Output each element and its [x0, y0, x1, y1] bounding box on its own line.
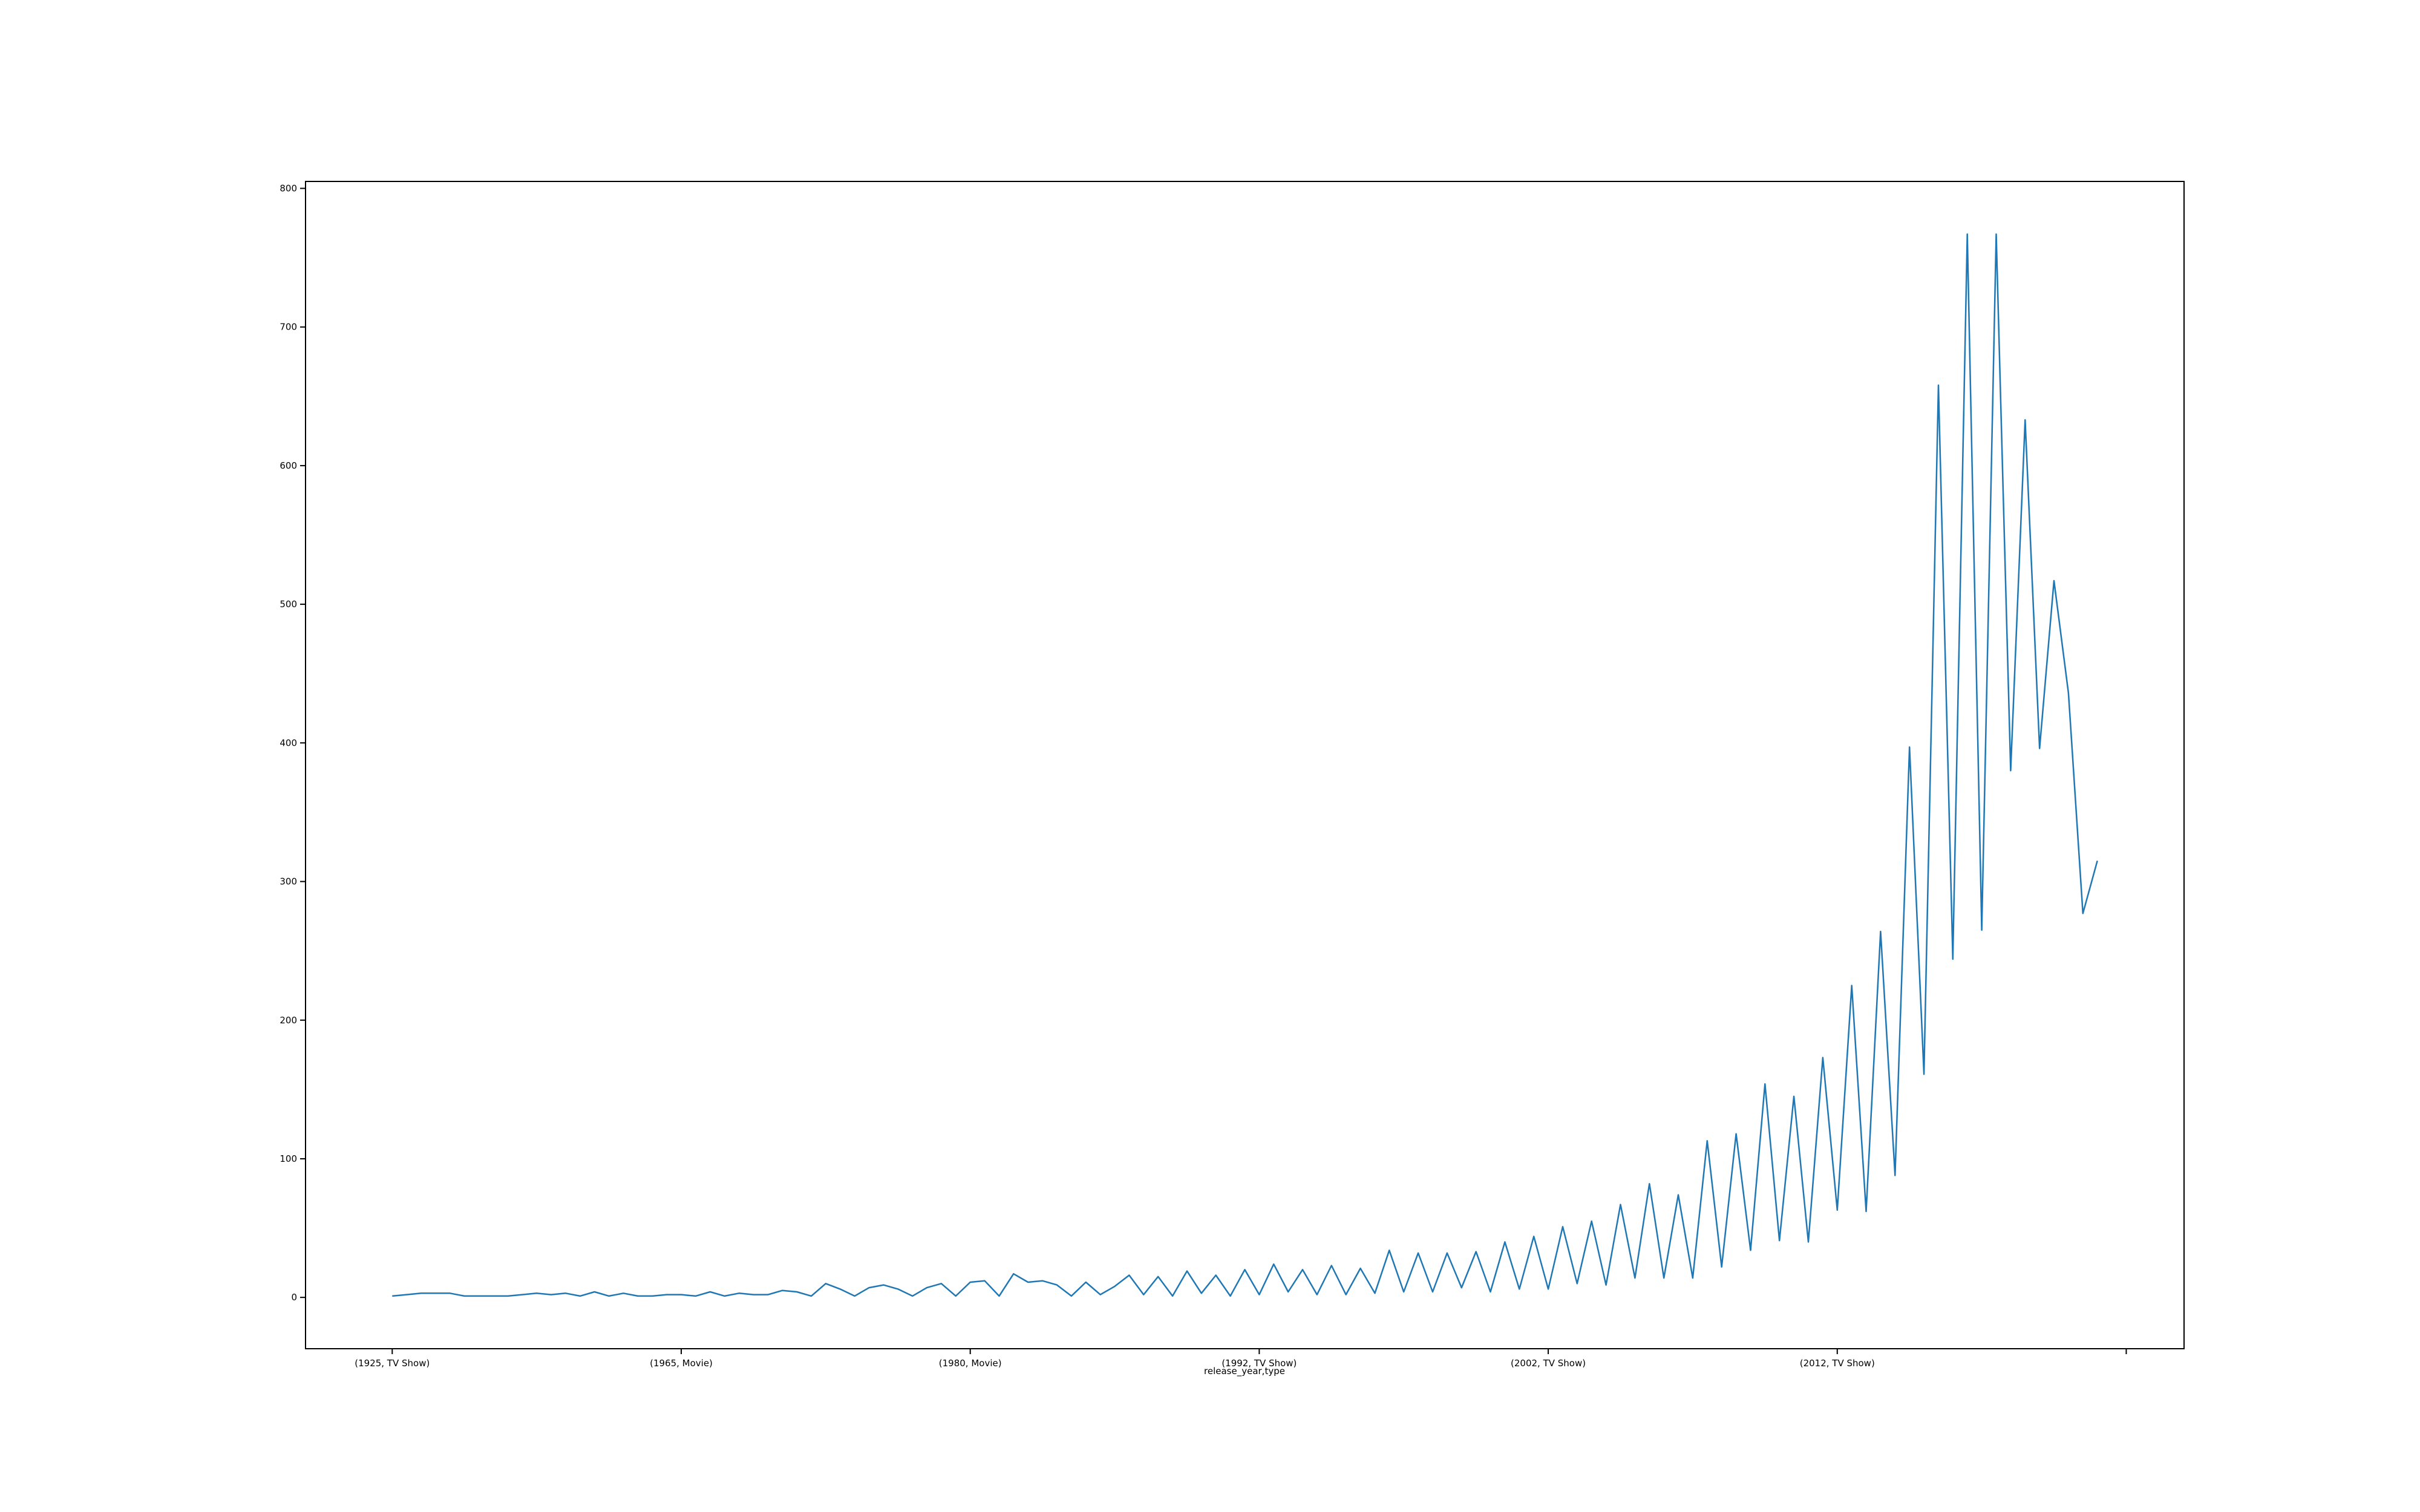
x-tick-label: (1992, TV Show) — [1221, 1358, 1297, 1369]
y-tick-label: 600 — [280, 460, 297, 471]
y-tick-label: 100 — [280, 1153, 297, 1164]
plot-area — [306, 181, 2184, 1349]
y-tick-label: 400 — [280, 737, 297, 748]
plot-frame — [305, 181, 2185, 1349]
x-axis-label: release_year,type — [1204, 1366, 1285, 1377]
x-tick-label: (2002, TV Show) — [1511, 1358, 1586, 1369]
x-tick-label: (1965, Movie) — [650, 1358, 713, 1369]
y-tick-label: 800 — [280, 183, 297, 194]
y-axis: 0 100 200 300 400 500 600 700 800 — [280, 183, 306, 1303]
x-tick-label: (1925, TV Show) — [355, 1358, 430, 1369]
y-tick-label: 500 — [280, 599, 297, 610]
y-tick-label: 0 — [291, 1292, 297, 1303]
x-axis: (1925, TV Show) (1965, Movie) (1980, Movie… — [355, 1349, 2127, 1369]
y-tick-label: 300 — [280, 876, 297, 887]
series-line — [392, 233, 2098, 1297]
y-tick-label: 700 — [280, 322, 297, 333]
x-tick-label: (2012, TV Show) — [1800, 1358, 1875, 1369]
x-tick-label: (1980, Movie) — [939, 1358, 1002, 1369]
y-tick-label: 200 — [280, 1015, 297, 1026]
